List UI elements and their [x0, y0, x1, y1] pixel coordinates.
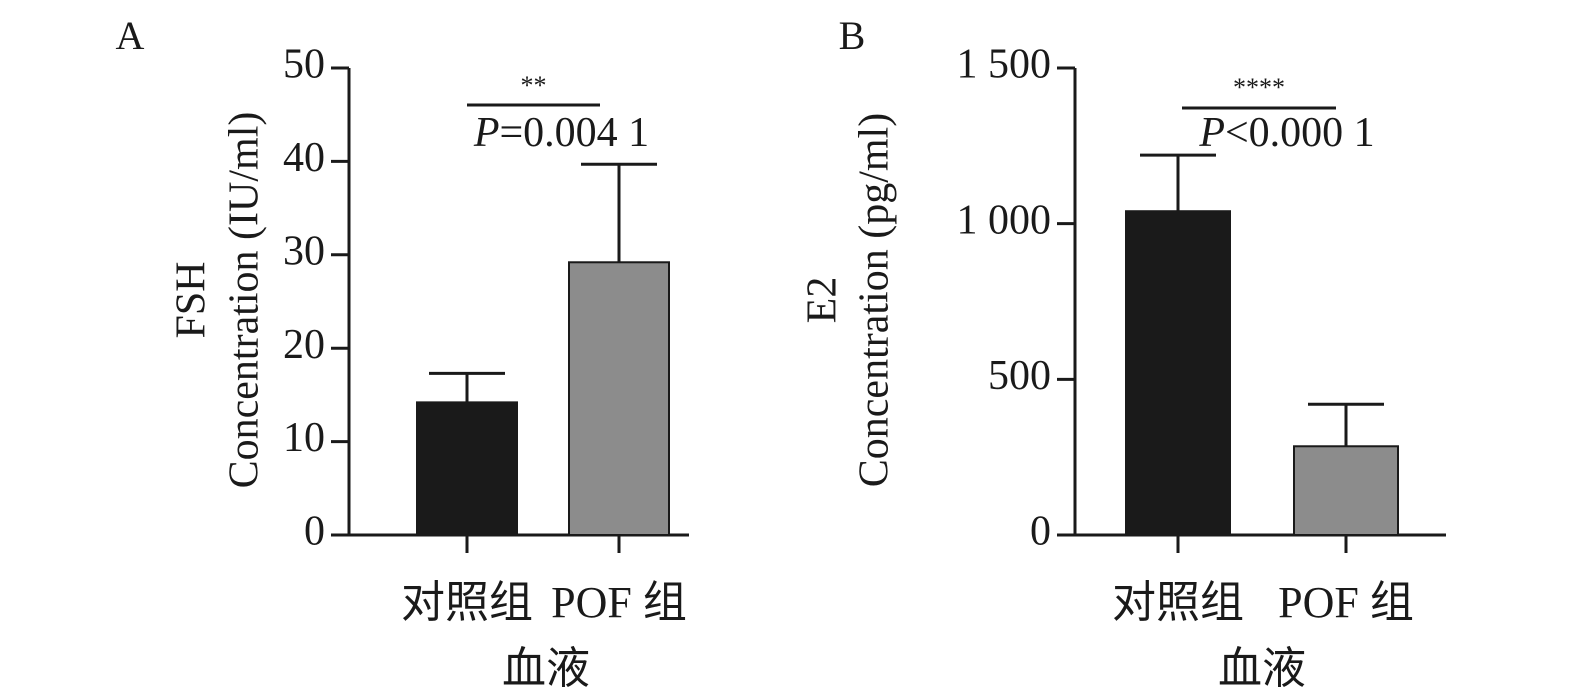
y-tick-label: 0	[304, 509, 325, 555]
y-tick-label: 1 000	[957, 197, 1052, 243]
x-axis-title: 血液	[502, 644, 590, 689]
y-tick-label: 500	[988, 353, 1051, 399]
panel-label: A	[116, 13, 145, 58]
p-value-text: P=0.004 1	[473, 110, 649, 156]
y-tick-label: 20	[283, 322, 325, 368]
bar-2	[1293, 445, 1399, 536]
y-tick-label: 40	[283, 135, 325, 181]
x-category-label: POF 组	[551, 578, 687, 627]
y-tick-label: 30	[283, 228, 325, 274]
p-value-symbol: P	[473, 110, 500, 156]
significance-stars: **	[521, 71, 547, 100]
panel-a: A FSH Concentration (IU/ml) 0 10 20 30 40 50 对照组 P…	[116, 13, 689, 689]
y-axis-title-unit: Concentration (IU/ml)	[222, 112, 268, 489]
p-value-number: =0.004 1	[499, 110, 649, 156]
y-tick-label: 0	[1030, 509, 1051, 555]
y-tick-label: 1 500	[957, 42, 1052, 88]
p-value-text: P<0.000 1	[1198, 110, 1374, 156]
x-category-label: POF 组	[1278, 578, 1414, 627]
x-category-label: 对照组	[401, 578, 533, 627]
x-axis-title: 血液	[1218, 644, 1306, 689]
panel-label: B	[839, 13, 866, 58]
bar-2	[568, 261, 670, 536]
bar-1	[416, 401, 518, 537]
y-axis-title-unit: Concentration (pg/ml)	[852, 113, 898, 487]
y-tick-label: 50	[283, 42, 325, 88]
y-tick-label: 10	[283, 415, 325, 461]
p-value-number: <0.000 1	[1225, 110, 1375, 156]
y-axis-title-analyte: E2	[800, 277, 846, 324]
panel-b: B E2 Concentration (pg/ml) 0 500 1 000 1 500 对照…	[800, 13, 1446, 689]
p-value-symbol: P	[1198, 110, 1225, 156]
significance-stars: ****	[1233, 73, 1285, 102]
x-category-label: 对照组	[1112, 578, 1244, 627]
bar-1	[1125, 210, 1231, 536]
y-axis-title-analyte: FSH	[169, 261, 215, 338]
